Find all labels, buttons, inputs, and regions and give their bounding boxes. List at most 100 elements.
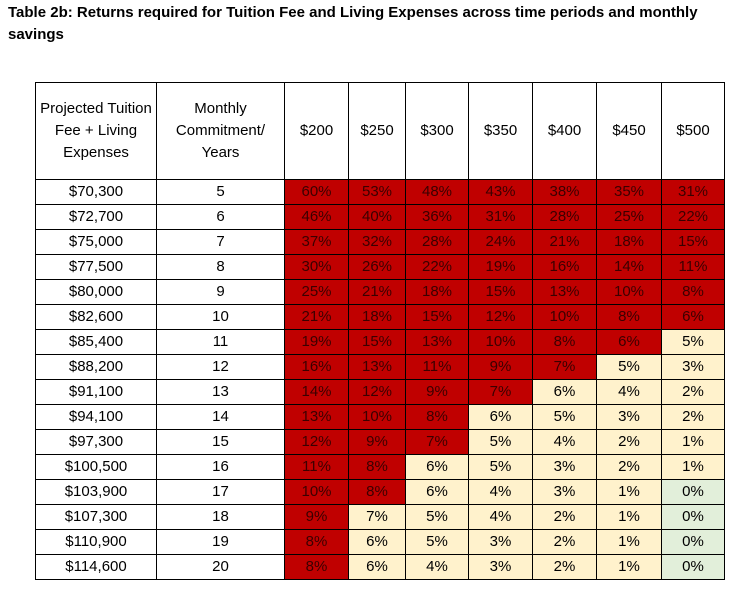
return-cell: 0%: [661, 504, 725, 530]
years-cell: 7: [156, 229, 285, 255]
return-cell: 6%: [405, 479, 469, 505]
return-cell: 19%: [468, 254, 533, 280]
return-cell: 2%: [532, 529, 597, 555]
years-cell: 16: [156, 454, 285, 480]
return-cell: 1%: [596, 554, 662, 580]
return-cell: 22%: [405, 254, 469, 280]
years-cell: 9: [156, 279, 285, 305]
return-cell: 8%: [348, 479, 406, 505]
years-cell: 20: [156, 554, 285, 580]
years-cell: 6: [156, 204, 285, 230]
return-cell: 35%: [596, 179, 662, 205]
header-savings: $350: [468, 82, 533, 180]
return-cell: 30%: [284, 254, 349, 280]
return-cell: 5%: [596, 354, 662, 380]
table-row: $91,100 13 14% 12% 9% 7% 6% 4% 2%: [35, 379, 725, 405]
table-row: $88,200 12 16% 13% 11% 9% 7% 5% 3%: [35, 354, 725, 380]
return-cell: 4%: [532, 429, 597, 455]
return-cell: 5%: [405, 529, 469, 555]
years-cell: 17: [156, 479, 285, 505]
return-cell: 43%: [468, 179, 533, 205]
table-body: $70,300 5 60% 53% 48% 43% 38% 35% 31% $72,700 6 46%…: [35, 179, 725, 580]
return-cell: 25%: [596, 204, 662, 230]
return-cell: 8%: [532, 329, 597, 355]
return-cell: 8%: [348, 454, 406, 480]
fee-cell: $94,100: [35, 404, 157, 430]
fee-cell: $114,600: [35, 554, 157, 580]
header-savings: $450: [596, 82, 662, 180]
return-cell: 5%: [532, 404, 597, 430]
return-cell: 1%: [596, 479, 662, 505]
table-row: $85,400 11 19% 15% 13% 10% 8% 6% 5%: [35, 329, 725, 355]
fee-cell: $70,300: [35, 179, 157, 205]
return-cell: 0%: [661, 479, 725, 505]
header-savings: $300: [405, 82, 469, 180]
return-cell: 31%: [661, 179, 725, 205]
return-cell: 7%: [405, 429, 469, 455]
fee-cell: $97,300: [35, 429, 157, 455]
table-row: $94,100 14 13% 10% 8% 6% 5% 3% 2%: [35, 404, 725, 430]
return-cell: 14%: [284, 379, 349, 405]
header-savings: $500: [661, 82, 725, 180]
return-cell: 0%: [661, 529, 725, 555]
return-cell: 36%: [405, 204, 469, 230]
return-cell: 9%: [405, 379, 469, 405]
table-row: $80,000 9 25% 21% 18% 15% 13% 10% 8%: [35, 279, 725, 305]
return-cell: 2%: [532, 554, 597, 580]
header-savings: $400: [532, 82, 597, 180]
return-cell: 5%: [468, 454, 533, 480]
return-cell: 1%: [661, 454, 725, 480]
return-cell: 1%: [596, 529, 662, 555]
years-cell: 13: [156, 379, 285, 405]
return-cell: 46%: [284, 204, 349, 230]
return-cell: 7%: [532, 354, 597, 380]
return-cell: 2%: [532, 504, 597, 530]
return-cell: 31%: [468, 204, 533, 230]
return-cell: 13%: [405, 329, 469, 355]
return-cell: 38%: [532, 179, 597, 205]
return-cell: 26%: [348, 254, 406, 280]
table-row: $82,600 10 21% 18% 15% 12% 10% 8% 6%: [35, 304, 725, 330]
years-cell: 19: [156, 529, 285, 555]
return-cell: 15%: [348, 329, 406, 355]
return-cell: 32%: [348, 229, 406, 255]
return-cell: 2%: [661, 379, 725, 405]
return-cell: 14%: [596, 254, 662, 280]
return-cell: 6%: [468, 404, 533, 430]
returns-table: Projected Tuition Fee + Living Expenses …: [35, 82, 725, 580]
return-cell: 25%: [284, 279, 349, 305]
return-cell: 21%: [284, 304, 349, 330]
years-cell: 14: [156, 404, 285, 430]
return-cell: 37%: [284, 229, 349, 255]
fee-cell: $75,000: [35, 229, 157, 255]
return-cell: 19%: [284, 329, 349, 355]
return-cell: 12%: [468, 304, 533, 330]
years-cell: 12: [156, 354, 285, 380]
return-cell: 13%: [284, 404, 349, 430]
return-cell: 6%: [661, 304, 725, 330]
fee-cell: $85,400: [35, 329, 157, 355]
return-cell: 6%: [348, 529, 406, 555]
table-title: Table 2b: Returns required for Tuition F…: [8, 4, 698, 43]
return-cell: 13%: [348, 354, 406, 380]
return-cell: 8%: [284, 554, 349, 580]
return-cell: 9%: [348, 429, 406, 455]
fee-cell: $77,500: [35, 254, 157, 280]
header-row: Projected Tuition Fee + Living Expenses …: [35, 82, 725, 180]
return-cell: 5%: [405, 504, 469, 530]
table-row: $100,500 16 11% 8% 6% 5% 3% 2% 1%: [35, 454, 725, 480]
return-cell: 40%: [348, 204, 406, 230]
fee-cell: $100,500: [35, 454, 157, 480]
return-cell: 15%: [468, 279, 533, 305]
return-cell: 5%: [661, 329, 725, 355]
return-cell: 21%: [348, 279, 406, 305]
header-years: Monthly Commitment/ Years: [156, 82, 285, 180]
return-cell: 60%: [284, 179, 349, 205]
table-row: $114,600 20 8% 6% 4% 3% 2% 1% 0%: [35, 554, 725, 580]
return-cell: 4%: [596, 379, 662, 405]
return-cell: 8%: [405, 404, 469, 430]
years-cell: 5: [156, 179, 285, 205]
return-cell: 15%: [661, 229, 725, 255]
return-cell: 10%: [284, 479, 349, 505]
years-cell: 15: [156, 429, 285, 455]
